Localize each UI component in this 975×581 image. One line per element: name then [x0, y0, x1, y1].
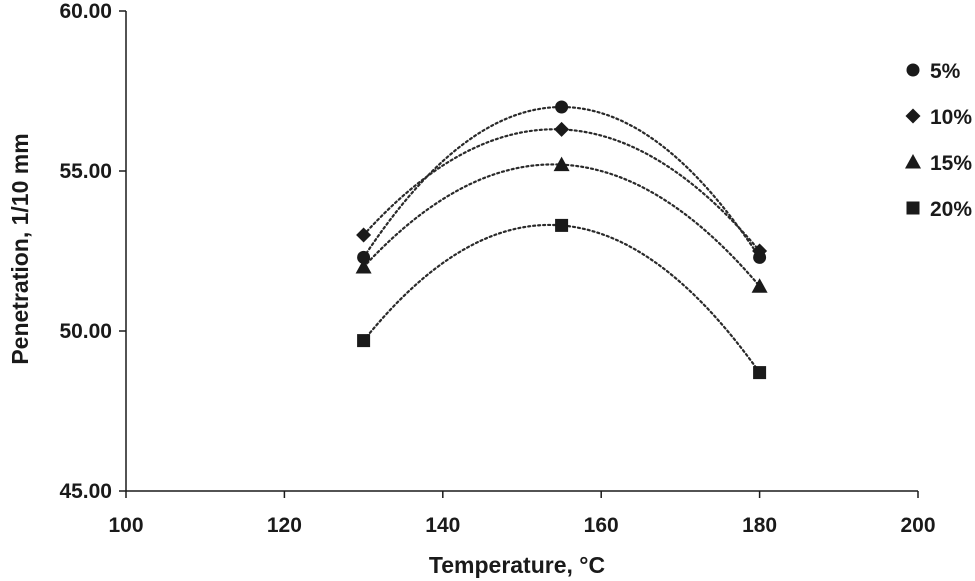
data-point-15pct — [355, 259, 372, 274]
x-axis-title: Temperature, °C — [429, 552, 605, 578]
data-point-20pct — [555, 218, 569, 232]
data-point-10pct — [752, 243, 768, 259]
data-point-10pct — [356, 227, 372, 243]
legend-label: 10% — [930, 106, 972, 129]
trendline-20pct — [362, 223, 761, 374]
legend-marker-5pct — [906, 63, 920, 77]
x-tick-label: 200 — [900, 514, 935, 537]
x-tick-label: 180 — [742, 514, 777, 537]
x-tick-label: 120 — [267, 514, 302, 537]
data-point-20pct — [753, 366, 767, 380]
y-tick-label: 60.00 — [59, 0, 112, 23]
y-tick-label: 55.00 — [59, 160, 112, 183]
data-point-20pct — [357, 334, 371, 348]
x-tick-label: 160 — [584, 514, 619, 537]
plot-area: 100 120 140 160 180 200 45.00 50.00 55.00 60.00 — [59, 0, 935, 537]
legend-label: 15% — [930, 152, 972, 175]
legend-marker-10pct — [905, 108, 921, 124]
legend-label: 20% — [930, 198, 972, 221]
x-tick-label: 100 — [108, 514, 143, 537]
data-markers — [355, 100, 768, 380]
y-axis-ticks: 45.00 50.00 55.00 60.00 — [59, 0, 126, 503]
legend-marker-20pct — [906, 201, 920, 215]
x-axis-ticks: 100 120 140 160 180 200 — [108, 491, 936, 537]
data-point-5pct — [555, 100, 569, 114]
y-tick-label: 50.00 — [59, 320, 112, 343]
legend-label: 5% — [930, 60, 961, 83]
data-point-15pct — [553, 156, 570, 172]
data-point-15pct — [751, 278, 768, 293]
legend: 5% 10% 15% 20% — [905, 60, 972, 221]
data-point-10pct — [554, 121, 570, 137]
legend-marker-15pct — [905, 154, 921, 169]
y-tick-label: 45.00 — [59, 480, 112, 503]
x-tick-label: 140 — [425, 514, 460, 537]
y-axis-title: Penetration, 1/10 mm — [7, 133, 33, 364]
trendlines — [362, 105, 761, 374]
data-point-5pct — [357, 250, 371, 264]
trendline-10pct — [362, 128, 761, 253]
